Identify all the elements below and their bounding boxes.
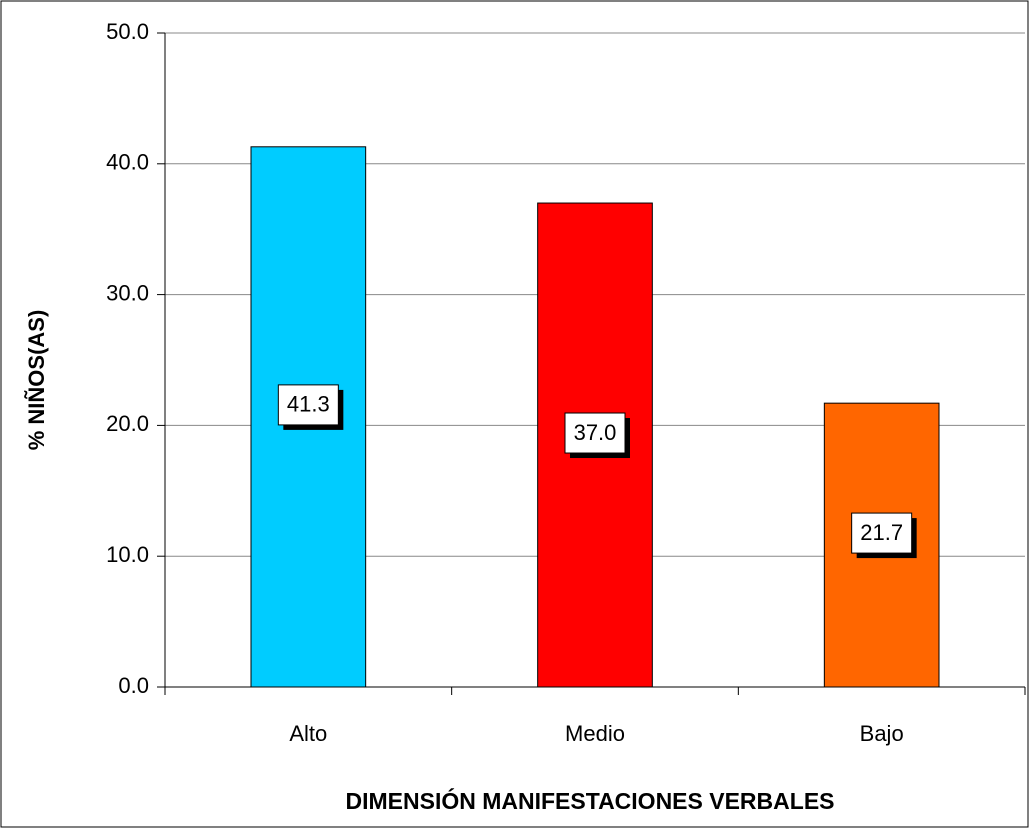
data-label: 41.3	[287, 392, 330, 417]
data-label: 21.7	[860, 520, 903, 545]
y-tick-label: 30.0	[106, 280, 149, 305]
x-tick-label: Bajo	[860, 721, 904, 746]
data-label: 37.0	[574, 420, 617, 445]
x-axis-title: DIMENSIÓN MANIFESTACIONES VERBALES	[346, 787, 835, 814]
x-tick-label: Alto	[289, 721, 327, 746]
y-tick-label: 0.0	[118, 673, 149, 698]
y-tick-label: 50.0	[106, 19, 149, 44]
y-tick-label: 10.0	[106, 542, 149, 567]
y-axis-title: % NIÑOS(AS)	[24, 310, 49, 451]
data-label-box	[851, 512, 913, 554]
data-label-box	[277, 384, 339, 426]
y-tick-label: 20.0	[106, 411, 149, 436]
x-tick-label: Medio	[565, 721, 625, 746]
data-label-box	[564, 412, 626, 454]
y-tick-label: 40.0	[106, 150, 149, 175]
